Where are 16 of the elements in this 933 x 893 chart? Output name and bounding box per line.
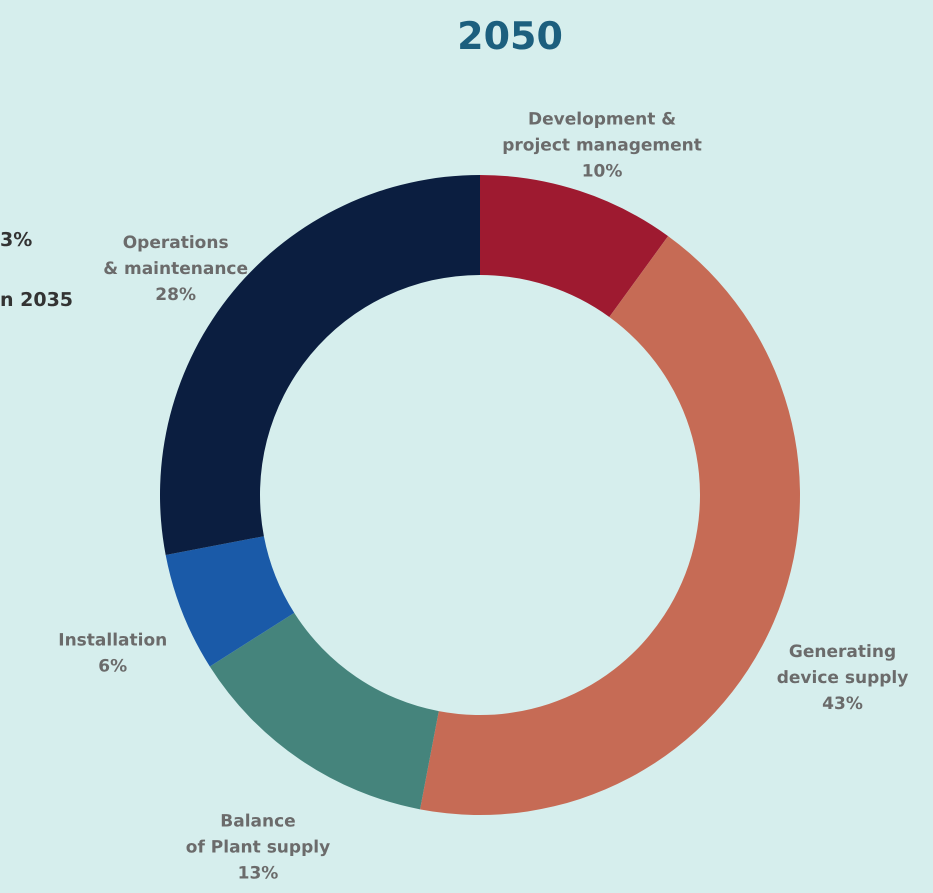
data-label: 13% <box>238 864 278 884</box>
data-label: 28% <box>155 285 196 306</box>
chart-title: 2050 <box>457 14 563 58</box>
data-label: 43% <box>822 694 863 714</box>
slice-label: Installation <box>58 630 168 650</box>
data-label: 6% <box>98 656 128 676</box>
slice-label: Generating device supply <box>776 642 908 688</box>
slice-label: Balance of Plant supply <box>186 812 330 858</box>
donut-slice <box>480 175 668 318</box>
data-label: 10% <box>582 161 622 182</box>
slice-label: Operations & maintenance <box>103 233 248 280</box>
donut-slice <box>210 612 439 810</box>
text: 3% <box>0 229 32 251</box>
donut-slice <box>166 536 294 666</box>
text: n 2035 <box>0 289 74 311</box>
slice-label: Development & project management <box>502 109 702 156</box>
